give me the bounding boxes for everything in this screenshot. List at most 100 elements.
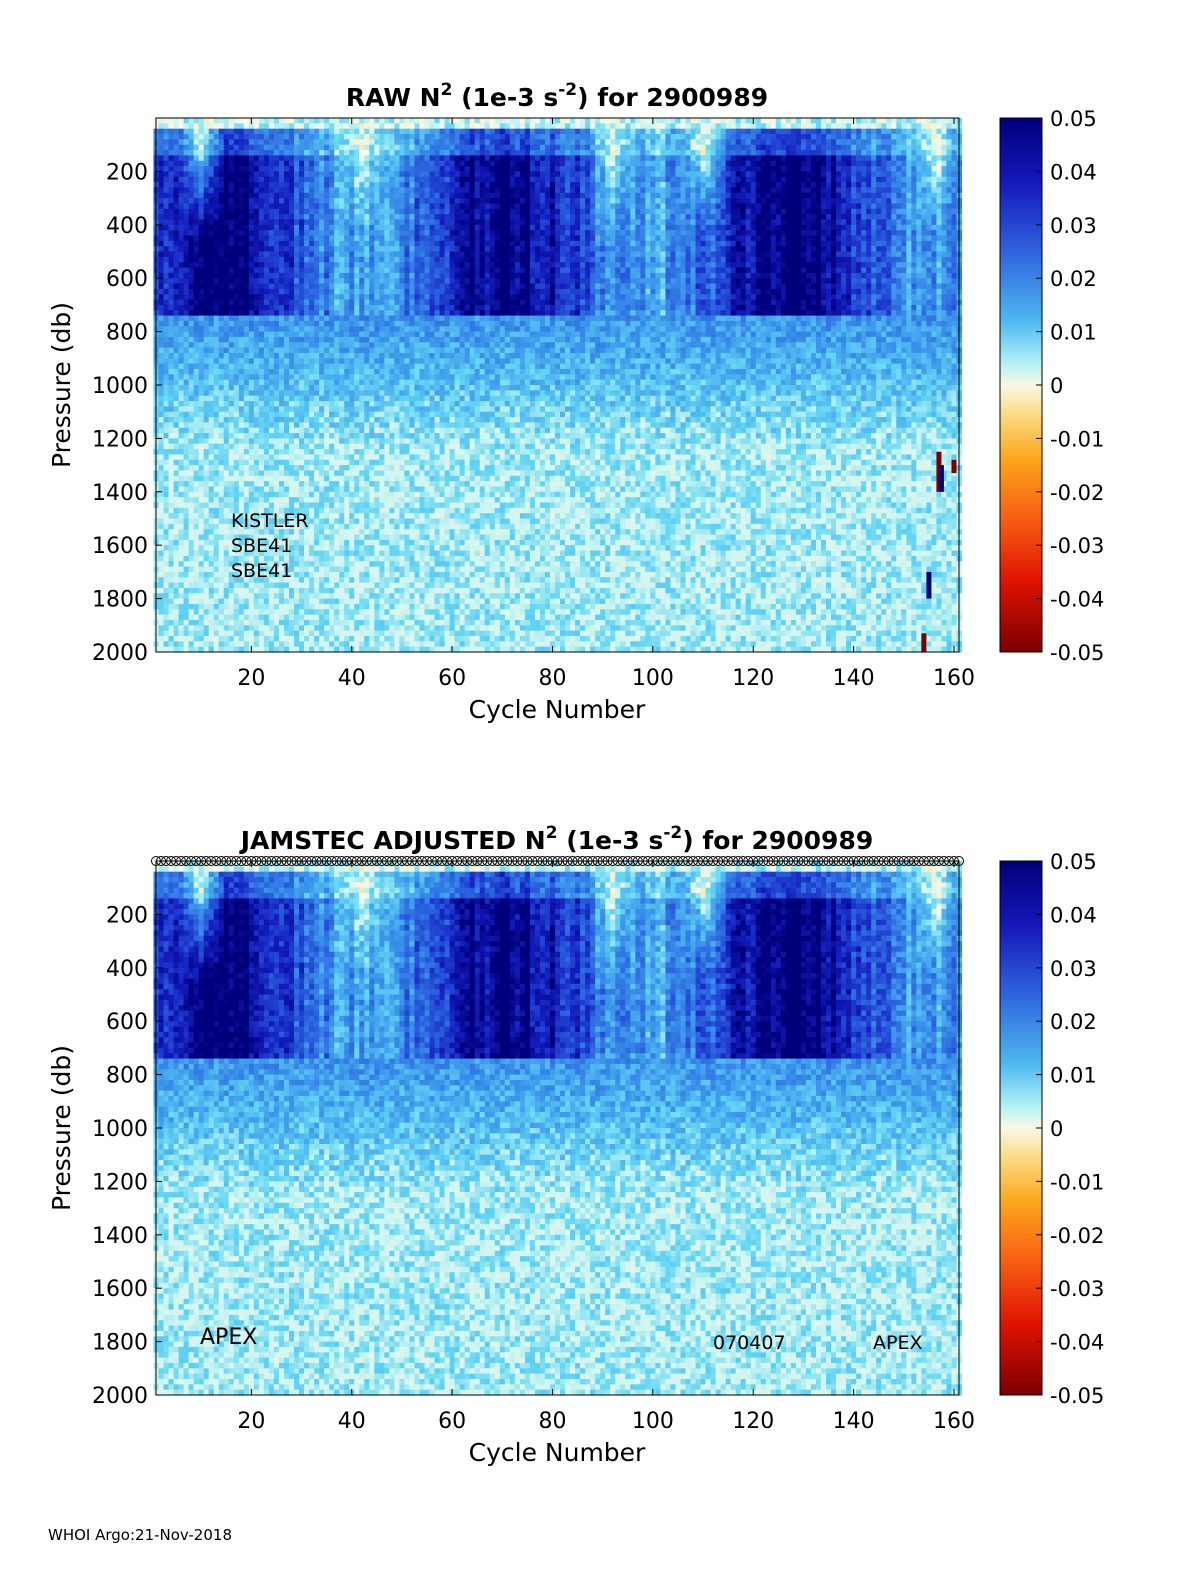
heatmap-cell <box>344 256 350 263</box>
heatmap-cell <box>183 299 190 306</box>
heatmap-cell <box>369 497 375 504</box>
heatmap-cell <box>394 518 400 525</box>
heatmap-cell <box>268 283 275 290</box>
heatmap-cell <box>263 251 270 258</box>
heatmap-cell <box>258 598 265 605</box>
heatmap-cell <box>198 267 205 274</box>
heatmap-cell <box>369 619 375 626</box>
heatmap-cell <box>203 331 210 338</box>
heatmap-cell <box>228 134 235 140</box>
heatmap-cell <box>329 144 335 151</box>
heatmap-cell <box>389 385 395 391</box>
heatmap-cell <box>248 390 255 397</box>
heatmap-cell <box>344 224 350 231</box>
heatmap-cell <box>253 454 260 461</box>
heatmap-cell <box>163 529 170 536</box>
heatmap-cell <box>173 491 180 498</box>
heatmap-cell <box>369 427 375 434</box>
heatmap-cell <box>183 486 190 493</box>
heatmap-cell <box>168 288 175 295</box>
heatmap-cell <box>294 310 300 317</box>
heatmap-cell <box>314 641 320 648</box>
heatmap-cell <box>273 262 280 269</box>
heatmap-cell <box>304 454 310 461</box>
heatmap-cell <box>223 235 230 242</box>
heatmap-cell <box>334 230 340 237</box>
heatmap-cell <box>198 561 205 568</box>
heatmap-cell <box>374 219 380 226</box>
heatmap-cell <box>319 160 325 167</box>
heatmap-cell <box>359 566 365 573</box>
heatmap-cell <box>324 283 330 290</box>
heatmap-cell <box>173 390 180 397</box>
heatmap-cell <box>294 363 300 370</box>
heatmap-cell <box>258 240 265 247</box>
heatmap-cell <box>314 246 320 253</box>
heatmap-cell <box>389 566 395 573</box>
heatmap-cell <box>168 449 175 456</box>
heatmap-cell <box>168 555 175 562</box>
heatmap-cell <box>168 502 175 509</box>
heatmap-cell <box>324 214 330 221</box>
heatmap-cell <box>324 545 330 552</box>
heatmap-cell <box>268 614 275 621</box>
heatmap-cell <box>299 625 305 632</box>
heatmap-cell <box>178 294 185 301</box>
heatmap-cell <box>158 433 165 439</box>
heatmap-cell <box>263 294 270 301</box>
heatmap-cell <box>344 304 350 311</box>
heatmap-cell <box>324 288 330 295</box>
heatmap-cell <box>319 566 325 573</box>
heatmap-cell <box>399 160 406 167</box>
heatmap-cell <box>304 385 310 391</box>
heatmap-cell <box>208 342 215 349</box>
heatmap-cell <box>319 513 325 520</box>
heatmap-cell <box>208 214 215 221</box>
heatmap-cell <box>253 459 260 466</box>
heatmap-cell <box>223 571 230 578</box>
heatmap-cell <box>183 422 190 429</box>
heatmap-cell <box>329 123 335 130</box>
heatmap-cell <box>273 283 280 290</box>
heatmap-cell <box>324 315 330 322</box>
heatmap-cell <box>243 497 250 504</box>
heatmap-cell <box>173 358 180 365</box>
heatmap-cell <box>304 571 310 578</box>
heatmap-cell <box>168 182 175 189</box>
heatmap-cell <box>238 411 245 418</box>
heatmap-cell <box>238 571 245 578</box>
heatmap-cell <box>193 545 200 552</box>
heatmap-cell <box>258 336 265 343</box>
heatmap-cell <box>379 619 385 626</box>
heatmap-cell <box>309 513 315 520</box>
heatmap-cell <box>309 304 315 311</box>
heatmap-cell <box>278 118 285 124</box>
heatmap-cell <box>399 192 406 199</box>
heatmap-cell <box>384 438 390 445</box>
heatmap-cell <box>354 459 360 466</box>
heatmap-cell <box>163 406 170 413</box>
heatmap-cell <box>329 118 335 124</box>
heatmap-cell <box>324 342 330 349</box>
heatmap-cell <box>173 534 180 541</box>
heatmap-cell <box>394 299 400 306</box>
heatmap-cell <box>304 539 310 546</box>
heatmap-cell <box>289 347 295 354</box>
heatmap-cell <box>394 336 400 343</box>
heatmap-cell <box>253 358 260 365</box>
heatmap-cell <box>349 577 355 584</box>
heatmap-cell <box>399 240 406 247</box>
heatmap-cell <box>304 182 310 189</box>
heatmap-cell <box>228 288 235 295</box>
heatmap-cell <box>168 518 175 525</box>
heatmap-cell <box>163 534 170 541</box>
heatmap-cell <box>253 582 260 589</box>
heatmap-cell <box>354 598 360 605</box>
heatmap-cell <box>218 497 225 504</box>
heatmap-cell <box>324 320 330 327</box>
heatmap-cell <box>374 438 380 445</box>
heatmap-cell <box>364 374 370 381</box>
heatmap-cell <box>228 395 235 402</box>
heatmap-cell <box>188 417 195 423</box>
heatmap-cell <box>314 523 320 530</box>
